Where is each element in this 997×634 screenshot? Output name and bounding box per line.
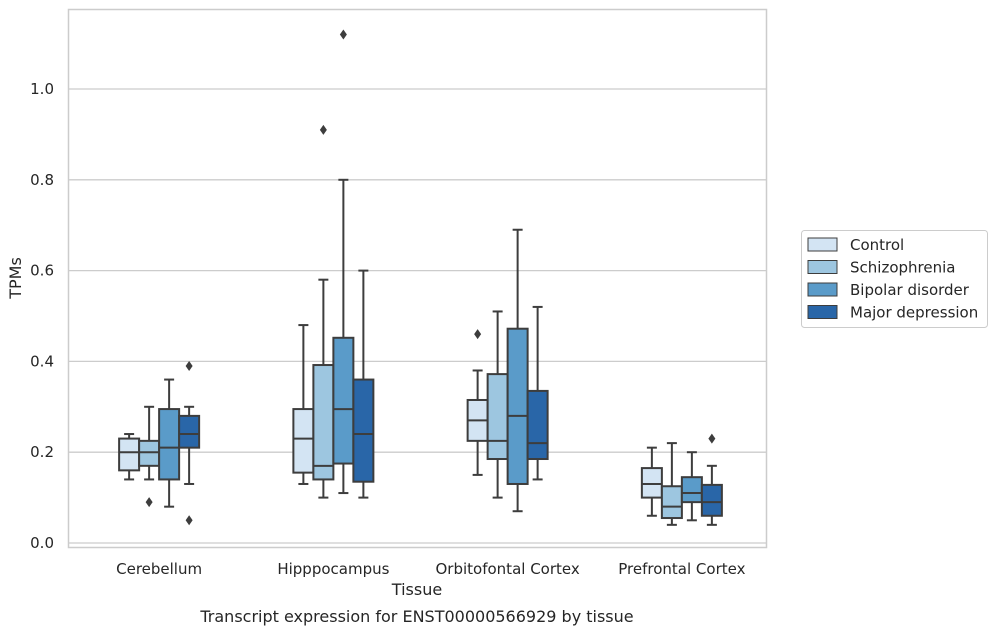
box (640, 446, 663, 517)
box (158, 378, 181, 508)
legend-label: Bipolar disorder (850, 281, 970, 299)
legend-label: Control (850, 236, 904, 254)
y-tick-label: 0.4 (30, 352, 54, 370)
box-body (526, 389, 549, 461)
legend-frame (801, 230, 988, 328)
box-body (506, 327, 529, 485)
outlier-point (474, 329, 482, 340)
box (486, 310, 509, 499)
box-body (158, 408, 181, 481)
box-body (312, 364, 335, 481)
legend-swatch (807, 282, 838, 297)
legend-swatch (807, 237, 838, 252)
y-tick-label: 0.8 (30, 171, 54, 189)
legend-label: Schizophrenia (850, 259, 955, 277)
grid-lines (69, 88, 766, 544)
box (526, 305, 549, 481)
box-body (292, 408, 315, 474)
legend-swatch (807, 305, 838, 319)
box-body (640, 467, 663, 499)
x-tick-label: Prefrontal Cortex (618, 560, 745, 578)
box-body (660, 485, 683, 520)
box (660, 442, 683, 526)
box (506, 228, 529, 513)
y-tick-label: 1.0 (30, 80, 54, 98)
box-body (486, 373, 509, 461)
outlier-point (145, 497, 153, 508)
box (466, 329, 489, 476)
outlier-point (185, 360, 193, 371)
x-tick-label: Hipppocampus (277, 560, 389, 578)
outlier-point (185, 515, 193, 526)
y-axis-ticks: 0.0 0.2 0.4 0.6 0.8 1.0 (30, 80, 54, 552)
box-body (178, 414, 201, 449)
box (118, 433, 141, 481)
box (292, 324, 315, 485)
legend-swatch (807, 260, 838, 274)
y-tick-label: 0.2 (30, 443, 54, 461)
box-body (138, 439, 161, 467)
box (178, 360, 201, 526)
legend-label: Major depression (850, 304, 978, 322)
x-axis-label: Tissue (391, 580, 442, 599)
legend: Control Schizophrenia Bipolar disorder Majo… (801, 230, 988, 328)
x-axis-ticks: Cerebellum Hipppocampus Orbitofontal Corte… (116, 560, 745, 578)
box (138, 405, 161, 508)
x-tick-label: Orbitofontal Cortex (436, 560, 580, 578)
box (312, 124, 335, 499)
plot-frame (67, 8, 768, 549)
outlier-point (319, 124, 327, 135)
box-body (118, 437, 141, 472)
box-body (352, 378, 375, 483)
box (680, 451, 703, 522)
box-body (680, 476, 703, 504)
chart-caption: Transcript expression for ENST0000056692… (199, 607, 633, 626)
outlier-point (339, 29, 347, 40)
outlier-point (708, 433, 716, 444)
box-plot-series (118, 29, 723, 526)
box-body (332, 336, 355, 465)
y-tick-label: 0.6 (30, 262, 54, 280)
y-axis-label: TPMs (6, 257, 25, 300)
y-tick-label: 0.0 (30, 534, 54, 552)
box (700, 433, 723, 526)
box (332, 29, 355, 495)
x-tick-label: Cerebellum (116, 560, 202, 578)
box (352, 269, 375, 499)
box-body (700, 483, 723, 517)
